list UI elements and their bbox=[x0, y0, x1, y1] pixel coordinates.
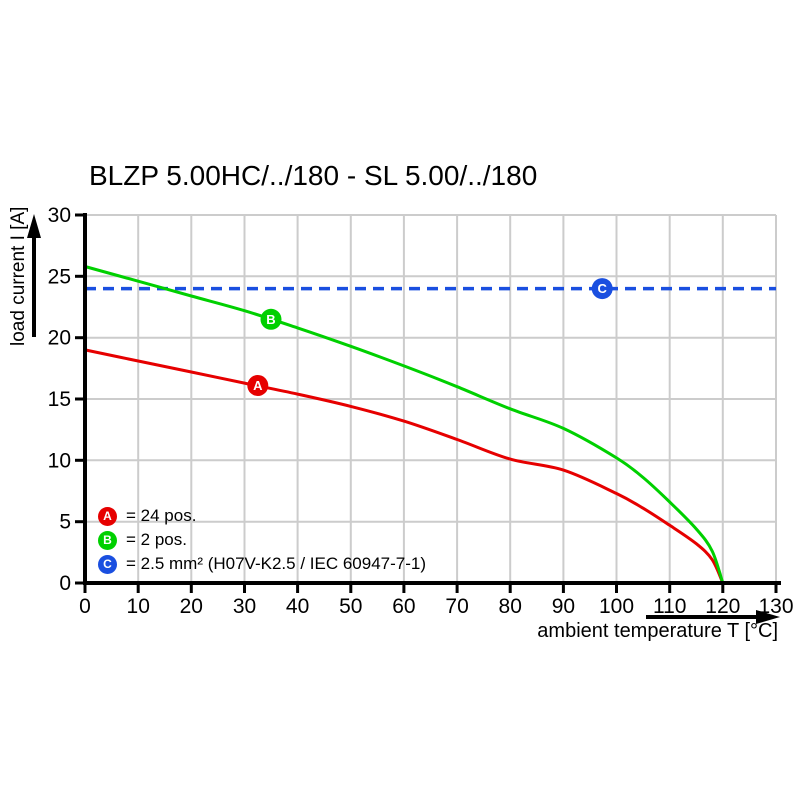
curve-marker-c-letter: C bbox=[598, 281, 608, 296]
legend-marker-c-icon: C bbox=[98, 554, 117, 574]
y-tick-label: 25 bbox=[48, 265, 71, 288]
x-axis-arrowhead-icon bbox=[756, 610, 780, 624]
legend-label-c: = 2.5 mm² (H07V-K2.5 / IEC 60947-7-1) bbox=[126, 554, 426, 573]
y-tick-label: 10 bbox=[48, 449, 71, 472]
curve-marker-a-icon bbox=[247, 375, 269, 396]
y-axis-arrowhead-icon bbox=[27, 214, 41, 238]
chart-title: BLZP 5.00HC/../180 - SL 5.00/../180 bbox=[89, 160, 538, 191]
x-tick-label: 120 bbox=[705, 595, 740, 618]
x-tick-label: 0 bbox=[79, 595, 91, 618]
x-tick-label: 130 bbox=[758, 595, 793, 618]
curve-marker-b-letter: B bbox=[266, 312, 275, 327]
legend-item-a: A = 24 pos. bbox=[98, 504, 426, 528]
legend-item-c: C = 2.5 mm² (H07V-K2.5 / IEC 60947-7-1) bbox=[98, 552, 426, 576]
x-tick-label: 30 bbox=[233, 595, 256, 618]
x-axis-label: ambient temperature T [°C] bbox=[537, 620, 778, 642]
legend-item-b: B = 2 pos. bbox=[98, 528, 426, 552]
x-tick-label: 20 bbox=[180, 595, 203, 618]
legend-label-b: = 2 pos. bbox=[126, 530, 187, 549]
y-tick-label: 30 bbox=[48, 204, 71, 227]
y-tick-label: 0 bbox=[59, 572, 71, 595]
x-tick-label: 10 bbox=[127, 595, 150, 618]
legend-marker-b-icon: B bbox=[98, 530, 117, 550]
legend-label-a: = 24 pos. bbox=[126, 506, 197, 525]
x-tick-label: 50 bbox=[339, 595, 362, 618]
y-tick-label: 5 bbox=[59, 511, 71, 534]
x-tick-label: 60 bbox=[392, 595, 415, 618]
x-tick-label: 110 bbox=[653, 595, 686, 618]
x-tick-label: 80 bbox=[499, 595, 522, 618]
y-tick-label: 20 bbox=[48, 327, 71, 350]
x-tick-label: 40 bbox=[286, 595, 309, 618]
legend-marker-a-icon: A bbox=[98, 506, 117, 526]
y-tick-label: 15 bbox=[48, 388, 71, 411]
x-tick-label: 70 bbox=[445, 595, 468, 618]
x-tick-label: 100 bbox=[599, 595, 634, 618]
curve-marker-a-letter: A bbox=[253, 378, 263, 393]
curve-marker-c-icon bbox=[591, 278, 613, 300]
curve-derating-line bbox=[83, 348, 725, 585]
legend: A = 24 pos. B = 2 pos. C = 2.5 mm² (H07V… bbox=[98, 504, 426, 576]
x-tick-label: 90 bbox=[552, 595, 575, 618]
curve-marker-b-icon bbox=[260, 308, 282, 330]
curve-derating-line bbox=[83, 265, 725, 585]
